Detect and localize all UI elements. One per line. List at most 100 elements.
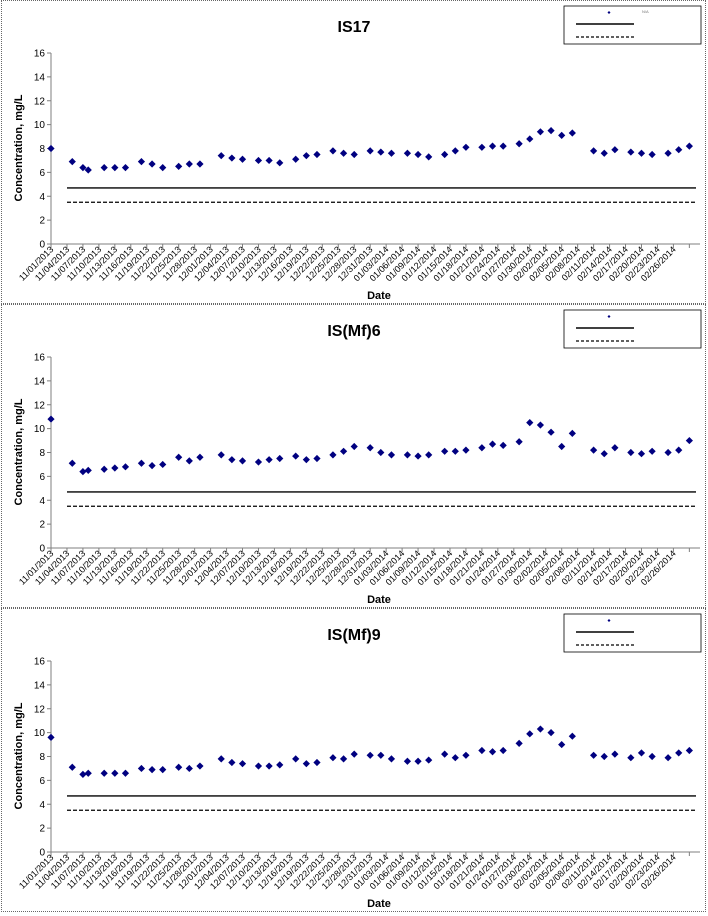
data-point — [627, 754, 635, 762]
data-point — [350, 750, 358, 758]
y-tick-label: 10 — [34, 728, 46, 739]
data-point — [329, 754, 337, 762]
data-point — [648, 752, 656, 761]
y-tick-label: 4 — [39, 192, 45, 203]
data-point — [441, 150, 449, 159]
y-tick-label: 8 — [39, 144, 45, 155]
data-point — [600, 752, 608, 761]
y-axis-label: Concentration, mg/L — [13, 94, 25, 201]
data-point — [175, 162, 183, 171]
data-point — [536, 421, 545, 429]
data-point — [515, 739, 523, 747]
data-series — [47, 415, 693, 476]
data-point — [425, 153, 433, 161]
data-point — [292, 452, 300, 460]
data-point — [292, 755, 300, 763]
data-point — [228, 758, 236, 767]
data-point — [196, 762, 204, 770]
data-point — [451, 754, 459, 762]
y-tick-label: 12 — [34, 704, 46, 715]
chart-panel-is17: IS17 N/A 0 2 4 6 8 10 12 14 16 11/01/2013 11/04/2013… — [1, 0, 706, 304]
data-point — [313, 150, 321, 159]
data-point — [441, 447, 449, 455]
data-point — [228, 154, 236, 162]
data-point — [648, 447, 656, 455]
data-point — [515, 438, 523, 446]
data-point — [238, 155, 247, 163]
data-point — [414, 150, 422, 159]
data-point — [377, 148, 385, 156]
data-point — [159, 766, 167, 774]
data-point — [377, 751, 385, 759]
data-point — [664, 754, 672, 762]
data-point — [148, 462, 156, 470]
data-point — [254, 762, 263, 770]
legend-marker-diamond — [607, 11, 611, 14]
y-tick-label: 14 — [34, 376, 46, 387]
data-point — [558, 442, 566, 451]
y-tick-label: 4 — [39, 800, 45, 811]
y-tick-label: 8 — [39, 448, 45, 459]
data-point — [685, 436, 693, 445]
legend-marker-diamond — [607, 315, 611, 318]
axes: 024681012141611/01/201311/04/201311/07/2… — [17, 49, 700, 283]
data-point — [276, 159, 284, 167]
data-point — [526, 419, 534, 427]
data-point — [121, 769, 130, 777]
data-point — [121, 463, 130, 471]
data-point — [558, 740, 566, 749]
legend — [563, 613, 702, 653]
data-point — [675, 446, 683, 454]
data-point — [121, 164, 130, 172]
y-tick-label: 8 — [39, 752, 45, 763]
data-point — [366, 444, 374, 452]
chart-panel-ismf9: IS(Mf)9 0 2 4 6 8 10 12 14 16 11/01/2013 11/04/2013… — [1, 608, 706, 912]
legend: N/A — [563, 5, 702, 45]
legend — [563, 309, 702, 349]
data-point — [79, 164, 87, 172]
data-point — [302, 760, 310, 768]
data-point — [611, 444, 619, 452]
data-point — [111, 769, 119, 777]
data-point — [425, 451, 433, 459]
data-point — [590, 751, 598, 759]
y-tick-label: 12 — [34, 96, 46, 107]
data-point — [185, 457, 193, 465]
data-point — [403, 757, 412, 765]
y-tick-label: 16 — [34, 353, 46, 364]
y-tick-label: 14 — [34, 72, 46, 83]
data-point — [403, 451, 412, 459]
x-axis-label: Date — [367, 290, 391, 302]
data-point — [329, 451, 337, 459]
axes: 024681012141611/01/201311/04/201311/07/2… — [17, 657, 700, 891]
data-point — [488, 440, 497, 448]
data-point — [488, 142, 497, 150]
y-tick-label: 6 — [39, 472, 45, 483]
y-tick-label: 0 — [39, 848, 45, 859]
data-series — [47, 725, 693, 779]
data-point — [568, 129, 576, 137]
data-point — [664, 149, 672, 157]
data-point — [292, 155, 300, 163]
data-point — [313, 454, 321, 463]
data-point — [568, 429, 576, 437]
y-tick-label: 6 — [39, 168, 45, 179]
data-point — [685, 746, 693, 755]
data-point — [547, 126, 555, 135]
legend-label: N/A — [642, 9, 649, 14]
data-point — [488, 748, 497, 756]
data-point — [414, 452, 422, 460]
data-point — [558, 131, 566, 139]
data-point — [350, 150, 358, 159]
data-point — [302, 456, 310, 464]
data-point — [68, 158, 76, 166]
data-point — [526, 730, 534, 738]
data-point — [462, 143, 470, 151]
data-point — [478, 143, 486, 151]
data-point — [366, 751, 374, 759]
data-point — [254, 458, 263, 466]
data-point — [217, 451, 225, 459]
data-point — [478, 444, 486, 452]
data-point — [675, 749, 683, 757]
